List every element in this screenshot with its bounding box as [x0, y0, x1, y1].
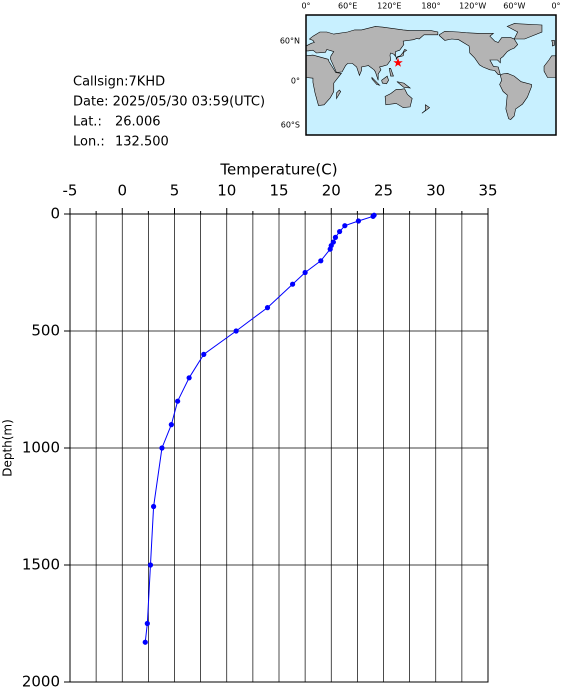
data-point: [144, 620, 150, 627]
station-marker: [393, 57, 403, 67]
map-lon-label: 60°W: [503, 2, 525, 11]
map-lat-label: 60°N: [280, 37, 300, 46]
data-point: [147, 562, 154, 568]
y-axis-title: Depth(m): [1, 419, 15, 477]
profile-line: [144, 214, 375, 643]
lat-value: 26.006: [115, 115, 161, 130]
world-map: [305, 14, 557, 136]
y-tick-label: 1500: [22, 556, 60, 574]
data-point: [175, 398, 181, 404]
map-lon-label: 180°: [421, 2, 440, 11]
x-tick-label: 0: [117, 182, 127, 200]
data-point: [201, 351, 207, 357]
data-point: [264, 305, 271, 311]
x-tick-label: -5: [63, 182, 78, 200]
data-point: [370, 213, 376, 219]
land: [306, 24, 556, 135]
map-lat-label: 60°S: [281, 121, 300, 130]
y-tick-label: 500: [31, 322, 60, 340]
x-tick-label: 35: [478, 182, 497, 200]
map-lon-label: 120°E: [377, 2, 401, 11]
y-tick-label: 0: [50, 205, 60, 223]
data-point: [159, 445, 165, 451]
map-lon-label: 60°E: [338, 2, 357, 11]
map-lon-label: 0°: [551, 2, 560, 11]
data-point: [142, 639, 148, 645]
x-tick-label: 25: [374, 182, 393, 200]
data-point: [342, 223, 348, 229]
x-tick-label: 10: [217, 182, 236, 200]
lat-label: Lat.:: [73, 115, 102, 130]
map-lon-label: 120°W: [459, 2, 486, 11]
x-tick-label: 30: [426, 182, 445, 200]
data-point: [332, 234, 339, 240]
data-point: [168, 422, 174, 428]
x-tick-label: 5: [170, 182, 180, 200]
y-tick-label: 2000: [22, 673, 60, 690]
x-tick-label: 15: [269, 182, 288, 200]
callsign: Callsign:7KHD: [73, 75, 165, 90]
date: Date: 2025/05/30 03:59(UTC): [73, 95, 265, 110]
data-point: [337, 228, 343, 235]
x-tick-label: 20: [322, 182, 341, 200]
x-axis-title: Temperature(C): [219, 161, 337, 179]
y-tick-label: 1000: [22, 439, 60, 457]
data-point: [302, 269, 308, 276]
map-lon-label: 0°: [301, 2, 310, 11]
data-point: [289, 281, 296, 287]
data-point: [151, 503, 157, 510]
map-frame: [305, 14, 557, 136]
data-point: [233, 328, 239, 334]
lon-label: Lon.:: [73, 135, 105, 150]
data-point: [355, 218, 362, 224]
data-point: [186, 375, 192, 381]
lon-value: 132.500: [115, 135, 169, 150]
data-point: [318, 258, 324, 264]
data-point: [327, 246, 333, 252]
map-lat-label: 0°: [291, 77, 300, 86]
